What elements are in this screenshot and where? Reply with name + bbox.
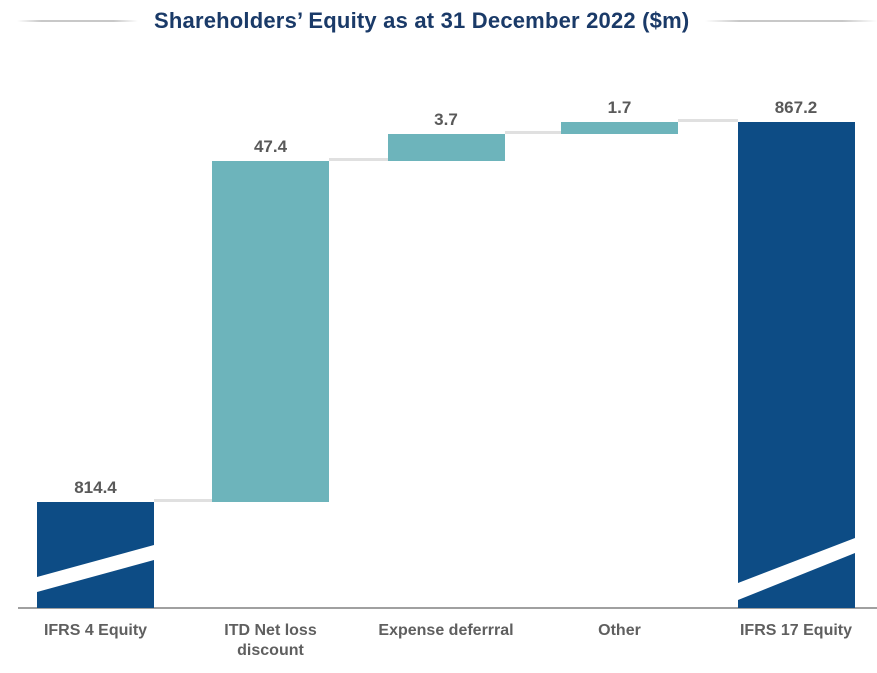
category-label-expense-deferrral: Expense deferrral xyxy=(378,622,514,639)
value-label-other: 1.7 xyxy=(607,98,632,118)
chart-header: Shareholders’ Equity as at 31 December 2… xyxy=(0,0,877,42)
chart-title: Shareholders’ Equity as at 31 December 2… xyxy=(154,8,690,33)
category-label-itd-net-loss-discount: ITD Net loss discount xyxy=(224,622,317,659)
value-label-itd-net-loss-discount: 47.4 xyxy=(253,137,288,156)
axis-break-stripe xyxy=(737,537,855,600)
value-label-ifrs-4-equity: 814.4 xyxy=(74,478,117,497)
bar-itd-net-loss-discount xyxy=(212,161,329,502)
category-label-other: Other xyxy=(598,622,641,639)
title-rule-left xyxy=(17,20,138,22)
connector-line-1 xyxy=(154,499,212,502)
category-label-ifrs-4-equity: IFRS 4 Equity xyxy=(43,622,148,639)
value-label-expense-deferrral: 3.7 xyxy=(434,110,458,130)
axis-break-stripe xyxy=(37,545,154,592)
bar-ifrs-17-equity xyxy=(737,122,855,608)
category-label-ifrs-17-equity: IFRS 17 Equity xyxy=(739,622,853,639)
value-label-ifrs-17-equity: 867.2 xyxy=(774,98,818,118)
bar-expense-deferrral xyxy=(387,134,505,161)
x-axis-line xyxy=(18,607,877,609)
connector-line-3 xyxy=(504,131,561,135)
connector-line-2 xyxy=(329,158,388,161)
bar-ifrs-4-equity xyxy=(37,502,154,608)
bar-other xyxy=(561,122,678,135)
title-rule-right xyxy=(705,20,877,22)
connector-line-4 xyxy=(678,119,738,123)
